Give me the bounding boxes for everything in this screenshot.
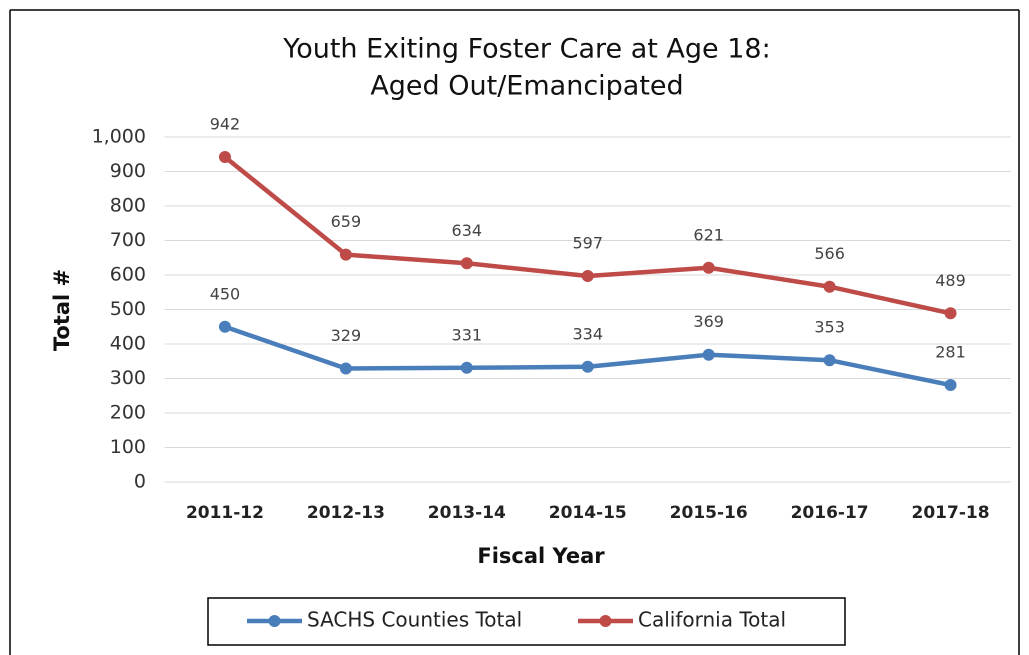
data-label: 353: [814, 318, 845, 337]
data-label: 489: [935, 271, 966, 290]
y-tick-label: 700: [110, 229, 146, 251]
point: [823, 280, 836, 293]
point: [460, 361, 473, 374]
data-label: 281: [935, 343, 966, 362]
x-tick-label: 2016-17: [791, 503, 869, 523]
point: [944, 307, 957, 320]
legend-label: SACHS Counties Total: [307, 608, 522, 632]
data-label: 566: [814, 244, 845, 263]
x-tick-label: 2011-12: [186, 503, 264, 523]
x-tick-label: 2015-16: [670, 503, 748, 523]
y-tick-label: 1,000: [92, 126, 146, 148]
point: [944, 379, 957, 392]
y-tick-label: 300: [110, 367, 146, 389]
point: [823, 354, 836, 367]
point: [218, 151, 231, 164]
data-label: 329: [331, 326, 362, 345]
x-tick-label: 2013-14: [428, 503, 506, 523]
point: [702, 348, 715, 361]
y-tick-label: 400: [110, 333, 146, 355]
data-label: 621: [693, 225, 724, 244]
y-axis-title: Total #: [50, 269, 74, 351]
chart-title: Aged Out/Emancipated: [370, 71, 683, 102]
point: [702, 261, 715, 274]
point: [581, 270, 594, 283]
y-tick-label: 200: [110, 402, 146, 424]
legend-label: California Total: [638, 608, 786, 632]
data-label: 331: [452, 325, 483, 344]
y-tick-label: 0: [134, 471, 146, 493]
x-axis-title: Fiscal Year: [477, 544, 605, 568]
data-label: 634: [452, 221, 483, 240]
legend-swatch: [599, 615, 612, 627]
data-label: 597: [572, 234, 603, 253]
x-tick-label: 2014-15: [549, 503, 627, 523]
y-tick-label: 100: [110, 436, 146, 458]
data-label: 659: [331, 212, 362, 231]
y-tick-label: 600: [110, 264, 146, 286]
point: [460, 257, 473, 270]
y-tick-label: 900: [110, 160, 146, 182]
chart-title: Youth Exiting Foster Care at Age 18:: [282, 34, 770, 65]
point: [339, 362, 352, 375]
data-label: 369: [693, 312, 724, 331]
legend-swatch: [268, 615, 281, 627]
y-tick-label: 500: [110, 298, 146, 320]
y-tick-label: 800: [110, 195, 146, 217]
point: [218, 320, 231, 333]
legend: [207, 597, 846, 646]
x-tick-label: 2012-13: [307, 503, 385, 523]
x-tick-label: 2017-18: [912, 503, 990, 523]
data-label: 334: [572, 324, 603, 343]
data-label: 942: [210, 115, 241, 134]
point: [581, 360, 594, 373]
data-label: 450: [210, 284, 241, 303]
point: [339, 248, 352, 261]
